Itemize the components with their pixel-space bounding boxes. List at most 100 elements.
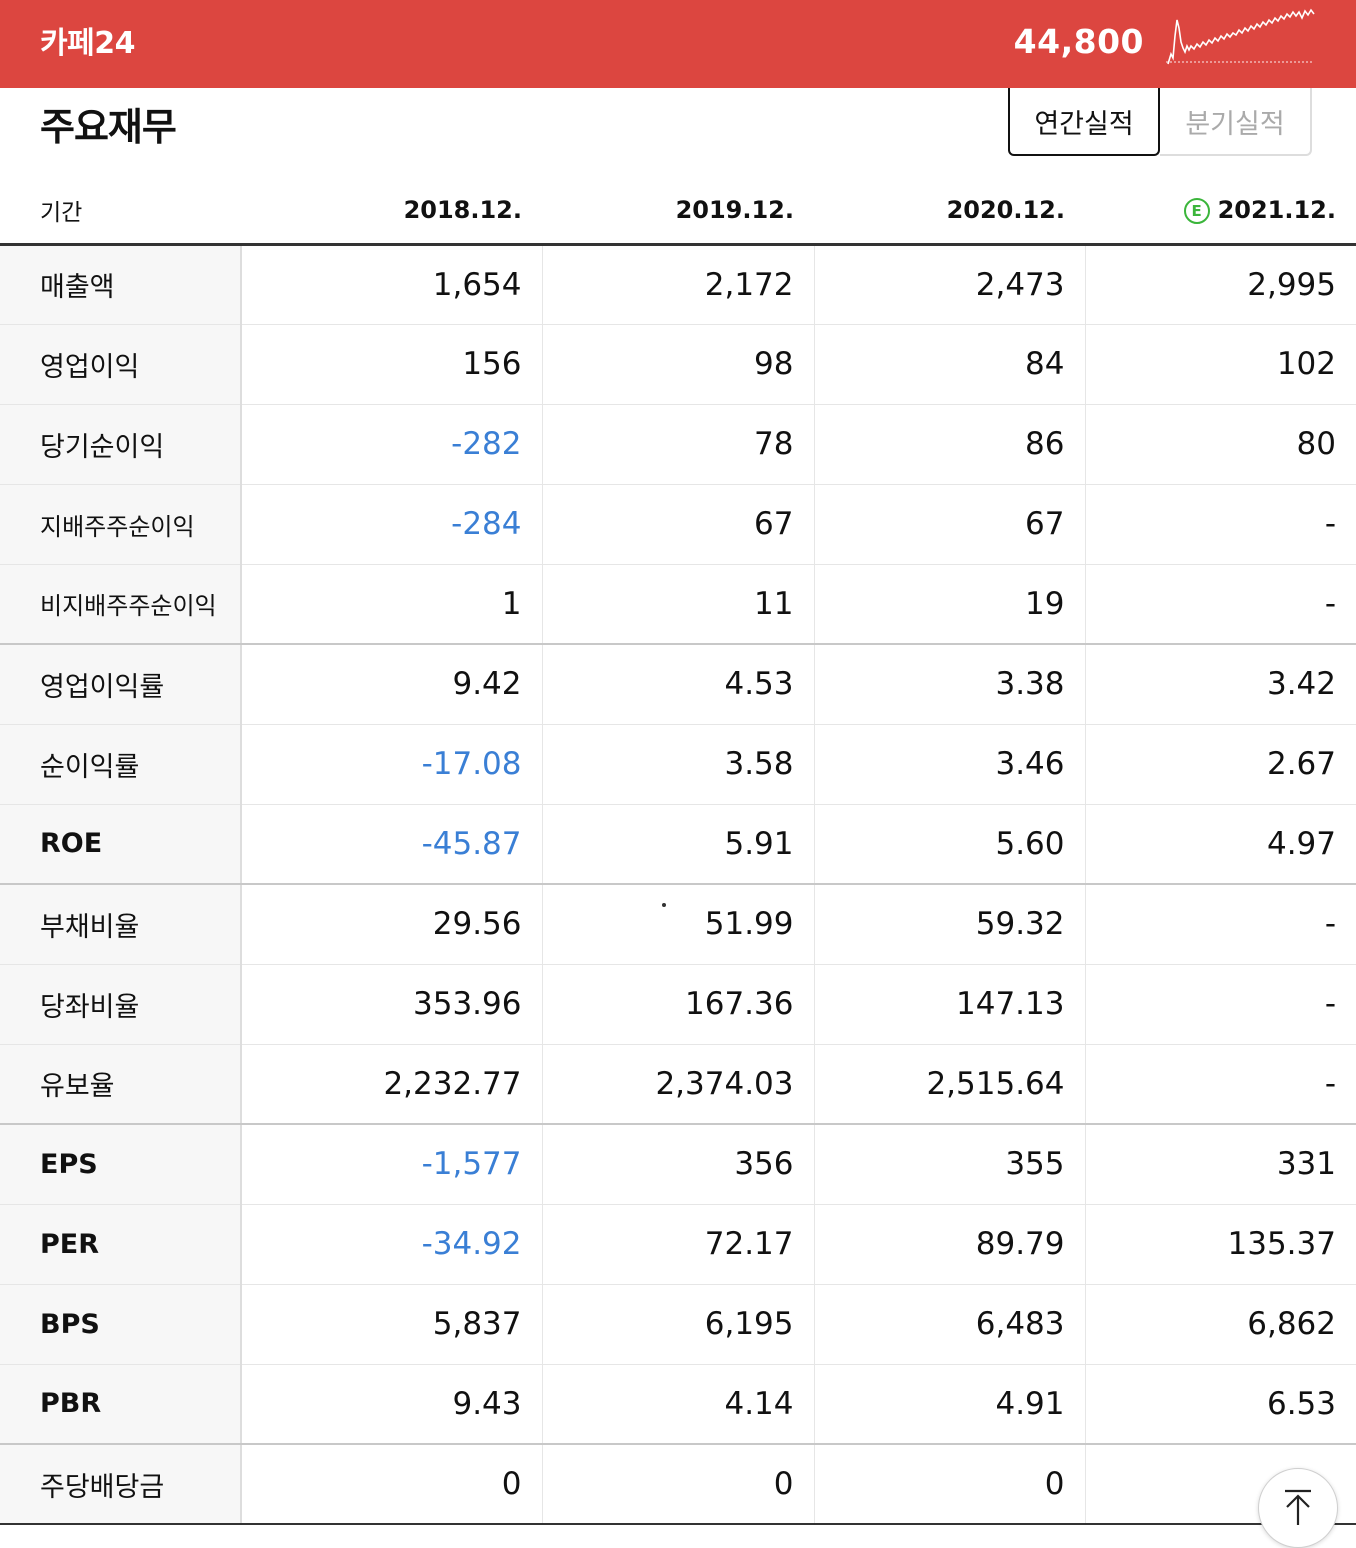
table-cell: -34.92 (241, 1204, 543, 1285)
table-cell: 59.32 (814, 884, 1086, 965)
tab-annual[interactable]: 연간실적 (1008, 88, 1160, 156)
table-cell: 156 (241, 324, 543, 405)
table-cell: 72.17 (542, 1204, 815, 1285)
row-label: PBR (0, 1364, 242, 1445)
estimate-badge-icon: E (1183, 198, 1210, 225)
row-label: PER (0, 1204, 242, 1285)
row-label: EPS (0, 1124, 242, 1205)
row-label: 영업이익 (0, 324, 242, 405)
table-cell: 1 (241, 564, 543, 645)
table-cell: 102 (1085, 324, 1356, 405)
table-cell: 2,232.77 (241, 1044, 543, 1125)
table-cell: 11 (542, 564, 815, 645)
row-label: 유보율 (0, 1044, 242, 1125)
table-cell: 353.96 (241, 964, 543, 1045)
table-cell: 2,374.03 (542, 1044, 815, 1125)
table-cell: - (1085, 564, 1356, 645)
table-row: 당기순이익 -282 78 86 80 (0, 404, 1356, 485)
row-label: 부채비율 (0, 884, 242, 965)
table-cell: 2,995 (1085, 244, 1356, 325)
row-label: 당좌비율 (0, 964, 242, 1045)
table-cell: 356 (542, 1124, 815, 1205)
table-cell: 6.53 (1085, 1364, 1356, 1445)
column-header: 2018.12. (241, 178, 542, 246)
table-cell: 331 (1085, 1124, 1356, 1205)
price-sparkline-icon (1166, 8, 1315, 65)
table-cell: -1,577 (241, 1124, 543, 1205)
table-header-row: 기간 2018.12. 2019.12. 2020.12. E 2021.12. (0, 178, 1356, 246)
row-label: 당기순이익 (0, 404, 242, 485)
column-header-label: 2021.12. (1217, 196, 1336, 225)
table-cell: 89.79 (814, 1204, 1086, 1285)
table-cell: 9.43 (241, 1364, 543, 1445)
table-row: 영업이익률 9.42 4.53 3.38 3.42 (0, 644, 1356, 725)
table-cell: 98 (542, 324, 815, 405)
column-header: 2019.12. (542, 178, 814, 246)
table-cell: 67 (814, 484, 1086, 565)
scroll-top-button[interactable] (1258, 1468, 1338, 1548)
table-cell: 2,172 (542, 244, 815, 325)
table-row: 유보율 2,232.77 2,374.03 2,515.64- (0, 1044, 1356, 1125)
table-cell: 3.46 (814, 724, 1086, 805)
period-tabs: 연간실적 분기실적 (1008, 88, 1316, 158)
table-cell: - (1085, 964, 1356, 1045)
table-row: BPS 5,837 6,195 6,483 6,862 (0, 1284, 1356, 1365)
table-cell: 2.67 (1085, 724, 1356, 805)
table-cell: 355 (814, 1124, 1086, 1205)
table-row: 당좌비율 353.96 167.36 147.13- (0, 964, 1356, 1045)
tab-quarterly[interactable]: 분기실적 (1160, 88, 1312, 156)
table-cell: -284 (241, 484, 543, 565)
column-header: 2020.12. (814, 178, 1085, 246)
stock-name[interactable]: 카페24 (40, 26, 135, 61)
table-cell: 3.42 (1085, 644, 1356, 725)
table-row: PER -34.92 72.17 89.79 135.37 (0, 1204, 1356, 1285)
table-row: 순이익률 -17.08 3.58 3.46 2.67 (0, 724, 1356, 805)
table-cell: 4.53 (542, 644, 815, 725)
table-row: 영업이익 156 98 84 102 (0, 324, 1356, 405)
table-cell: 67 (542, 484, 815, 565)
table-cell: 3.58 (542, 724, 815, 805)
table-cell: 0 (814, 1444, 1086, 1525)
table-row: 매출액 1,654 2,172 2,473 2,995 (0, 244, 1356, 325)
row-label: 순이익률 (0, 724, 242, 805)
table-cell: 6,195 (542, 1284, 815, 1365)
table-cell: 135.37 (1085, 1204, 1356, 1285)
table-cell: 2,515.64 (814, 1044, 1086, 1125)
table-cell: 0 (542, 1444, 815, 1525)
table-cell: - (1085, 1044, 1356, 1125)
period-label: 기간 (0, 178, 241, 246)
table-cell: 5.60 (814, 804, 1086, 885)
table-cell: -17.08 (241, 724, 543, 805)
table-cell: 4.97 (1085, 804, 1356, 885)
table-cell: 167.36 (542, 964, 815, 1045)
financial-table: 기간 2018.12. 2019.12. 2020.12. E 2021.12. … (0, 178, 1356, 1525)
table-cell: 80 (1085, 404, 1356, 485)
table-cell: 29.56 (241, 884, 543, 965)
stock-header: 카페24 44,800 (0, 0, 1356, 88)
table-cell: 9.42 (241, 644, 543, 725)
table-cell: -282 (241, 404, 543, 485)
table-cell: -45.87 (241, 804, 543, 885)
table-cell: 147.13 (814, 964, 1086, 1045)
column-header-estimate: E 2021.12. (1085, 178, 1356, 246)
table-cell: 19 (814, 564, 1086, 645)
table-row: 주당배당금 0 0 0 (0, 1444, 1356, 1525)
table-cell: 1,654 (241, 244, 543, 325)
table-row: 부채비율 29.56 51.99 59.32- (0, 884, 1356, 965)
table-cell: - (1085, 884, 1356, 965)
table-cell: 6,862 (1085, 1284, 1356, 1365)
table-cell: 5,837 (241, 1284, 543, 1365)
table-cell: 86 (814, 404, 1086, 485)
row-label: 지배주주순이익 (0, 484, 242, 565)
table-cell: 0 (241, 1444, 543, 1525)
table-cell: 3.38 (814, 644, 1086, 725)
section-title: 주요재무 (40, 105, 177, 149)
table-row: ROE -45.87 5.91 5.60 4.97 (0, 804, 1356, 885)
table-cell: 51.99 (542, 884, 815, 965)
table-cell: 78 (542, 404, 815, 485)
table-row: EPS -1,577 356 355 331 (0, 1124, 1356, 1205)
row-label: 영업이익률 (0, 644, 242, 725)
arrow-up-icon (1285, 1489, 1311, 1525)
table-row: PBR 9.43 4.14 4.91 6.53 (0, 1364, 1356, 1445)
table-cell: 2,473 (814, 244, 1086, 325)
